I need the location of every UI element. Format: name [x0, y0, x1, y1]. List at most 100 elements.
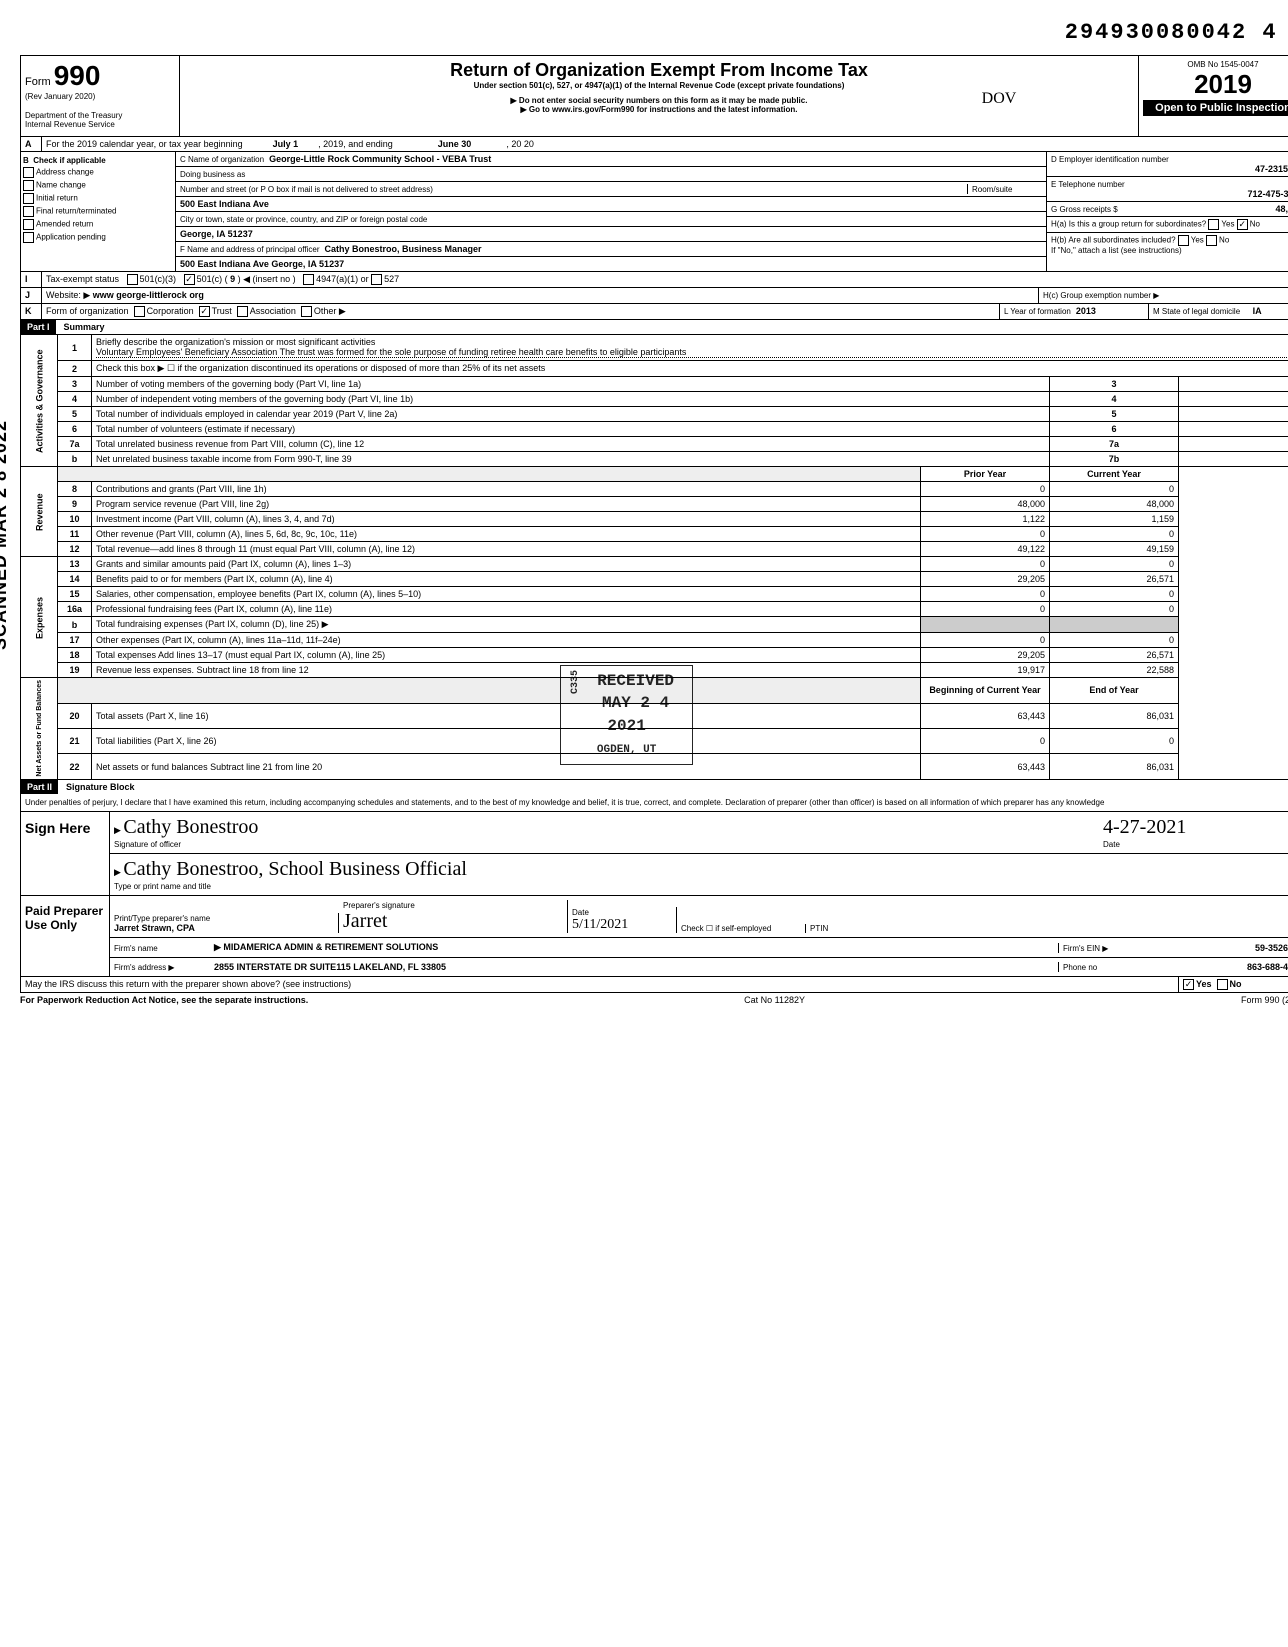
i-opt3: 4947(a)(1) or — [316, 274, 369, 284]
e-label: E Telephone number — [1051, 180, 1125, 189]
firm-ein: 59-3526224 — [1183, 943, 1288, 953]
cb-association[interactable] — [237, 306, 248, 317]
net-20-p: 63,443 — [921, 703, 1050, 728]
discuss-yes: Yes — [1196, 979, 1212, 989]
ptin-label: PTIN — [810, 924, 828, 933]
row-a-mid: , 2019, and ending — [318, 139, 393, 149]
rev-12-t: Total revenue—add lines 8 through 11 (mu… — [92, 542, 921, 557]
rev-8-t: Contributions and grants (Part VIII, lin… — [92, 482, 921, 497]
tax-year: 2019 — [1143, 69, 1288, 100]
discuss-row: May the IRS discuss this return with the… — [20, 977, 1288, 993]
gov-3-box: 3 — [1050, 377, 1179, 392]
gov-4-box: 4 — [1050, 392, 1179, 407]
i-opt4: 527 — [384, 274, 399, 284]
irs-label: Internal Revenue Service — [25, 120, 175, 129]
row-k: K Form of organization Corporation Trust… — [20, 304, 1288, 320]
cb-ha-no[interactable] — [1237, 219, 1248, 230]
cb-hb-no[interactable] — [1206, 235, 1217, 246]
gov-5-t: Total number of individuals employed in … — [92, 407, 1050, 422]
vert-expenses: Expenses — [21, 557, 58, 678]
exp-13-c: 0 — [1050, 557, 1179, 572]
officer-signature-label: Signature of officer — [114, 840, 181, 849]
cb-4947[interactable] — [303, 274, 314, 285]
rev-10-n: 10 — [58, 512, 92, 527]
dln-stamp: 294930080042 4 2 — [20, 20, 1288, 45]
gov-7a-box: 7a — [1050, 437, 1179, 452]
cb-initial-return[interactable] — [23, 193, 34, 204]
exp-14-t: Benefits paid to or for members (Part IX… — [92, 572, 921, 587]
rev-8-n: 8 — [58, 482, 92, 497]
k-opt-3: Other ▶ — [314, 306, 346, 316]
rev-8-c: 0 — [1050, 482, 1179, 497]
paid-preparer-label: Paid Preparer Use Only — [21, 896, 110, 976]
gov-6-t: Total number of volunteers (estimate if … — [92, 422, 1050, 437]
cb-trust[interactable] — [199, 306, 210, 317]
dept-treasury: Department of the Treasury — [25, 111, 175, 120]
cat-no: Cat No 11282Y — [744, 995, 805, 1005]
gov-6-v: 0 — [1179, 422, 1288, 437]
prep-date: 5/11/2021 — [572, 917, 628, 932]
exp-14-c: 26,571 — [1050, 572, 1179, 587]
omb-label: OMB No 1545-0047 — [1143, 60, 1288, 69]
exp-17-n: 17 — [58, 633, 92, 648]
i-opt2: 501(c) ( — [197, 274, 228, 284]
exp-16a-p: 0 — [921, 602, 1050, 617]
form-title: Return of Organization Exempt From Incom… — [184, 60, 1134, 81]
f-label: F Name and address of principal officer — [180, 245, 319, 254]
cb-corporation[interactable] — [134, 306, 145, 317]
i-opt2-num: 9 — [230, 274, 235, 284]
part-i-title: Summary — [56, 320, 113, 334]
line-2-text: Check this box ▶ ☐ if the organization d… — [92, 361, 1288, 377]
stamp-scanned: SCANNED MAR 2 8 2022 — [0, 420, 11, 650]
current-year-header: Current Year — [1050, 467, 1179, 482]
section-b-block: B Check if applicable Address change Nam… — [20, 152, 1288, 272]
i-opt2-insert: ) ◀ (insert no ) — [238, 274, 296, 284]
net-22-p: 63,443 — [921, 754, 1050, 779]
exp-16a-t: Professional fundraising fees (Part IX, … — [92, 602, 921, 617]
cb-527[interactable] — [371, 274, 382, 285]
begin-year-header: Beginning of Current Year — [921, 678, 1050, 703]
cb-final-return[interactable] — [23, 206, 34, 217]
form-rev: (Rev January 2020) — [25, 92, 175, 101]
cb-501c[interactable] — [184, 274, 195, 285]
exp-14-n: 14 — [58, 572, 92, 587]
prep-name-label: Print/Type preparer's name — [114, 914, 210, 923]
cb-ha-yes[interactable] — [1208, 219, 1219, 230]
d-label: D Employer identification number — [1051, 155, 1169, 164]
cb-address-change[interactable] — [23, 167, 34, 178]
cb-discuss-no[interactable] — [1217, 979, 1228, 990]
cb-label-5: Application pending — [36, 233, 106, 242]
line-1-num: 1 — [58, 335, 92, 361]
firm-name-label: Firm's name — [114, 944, 158, 953]
part-i-header-row: Part I Summary — [20, 320, 1288, 334]
cb-amended-return[interactable] — [23, 219, 34, 230]
officer-name-title: Cathy Bonestroo, School Business Officia… — [123, 858, 467, 880]
exp-16b-c — [1050, 617, 1179, 633]
prep-signature: Jarret — [343, 910, 387, 932]
gov-7a-n: 7a — [58, 437, 92, 452]
discuss-text: May the IRS discuss this return with the… — [21, 977, 1178, 992]
exp-18-p: 29,205 — [921, 648, 1050, 663]
cb-application-pending[interactable] — [23, 232, 34, 243]
gov-7a-t: Total unrelated business revenue from Pa… — [92, 437, 1050, 452]
form-label: Form — [25, 76, 51, 88]
discuss-no: No — [1230, 979, 1242, 989]
hb-note: If "No," attach a list (see instructions… — [1051, 246, 1182, 255]
cb-discuss-yes[interactable] — [1183, 979, 1194, 990]
cb-501c3[interactable] — [127, 274, 138, 285]
cb-name-change[interactable] — [23, 180, 34, 191]
firm-addr: 2855 INTERSTATE DR SUITE115 LAKELAND, FL… — [214, 962, 1058, 972]
g-label: G Gross receipts $ — [1051, 205, 1118, 214]
sign-here-label: Sign Here — [21, 812, 110, 895]
cb-hb-yes[interactable] — [1178, 235, 1189, 246]
gov-6-box: 6 — [1050, 422, 1179, 437]
exp-17-c: 0 — [1050, 633, 1179, 648]
form-number: 990 — [54, 60, 101, 91]
net-22-c: 86,031 — [1050, 754, 1179, 779]
cb-other[interactable] — [301, 306, 312, 317]
label-a: A — [21, 137, 42, 151]
gov-3-n: 3 — [58, 377, 92, 392]
exp-16b-n: b — [58, 617, 92, 633]
gov-5-box: 5 — [1050, 407, 1179, 422]
k-opt-0: Corporation — [147, 306, 194, 316]
